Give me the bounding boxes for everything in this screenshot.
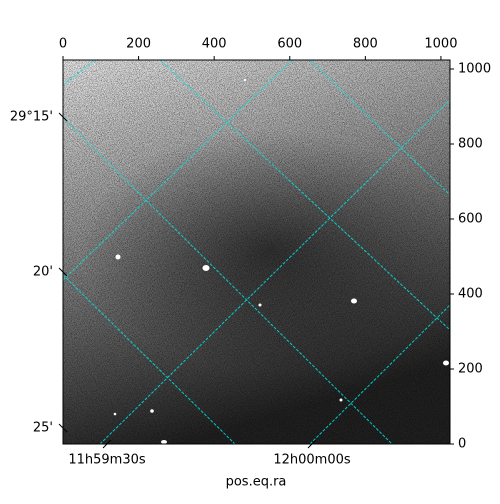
coordinate-grid — [63, 60, 450, 444]
sky-image — [63, 60, 450, 444]
x-tick-label: 200 — [126, 37, 151, 52]
world-x-label: 12h00m00s — [273, 453, 351, 468]
x-tick-label: 600 — [277, 37, 302, 52]
y-tick-label: 800 — [458, 137, 483, 152]
x-tick-label: 800 — [353, 37, 378, 52]
x-axis-label: pos.eq.ra — [226, 475, 287, 490]
stars — [113, 78, 449, 444]
y-tick-label: 600 — [458, 212, 483, 227]
world-x-label: 11h59m30s — [68, 453, 146, 468]
world-y-tick — [58, 112, 68, 122]
x-tick-label: 1000 — [424, 37, 457, 52]
world-y-tick — [58, 423, 68, 433]
world-x-tick — [102, 439, 112, 449]
world-y-label: 25' — [33, 421, 53, 436]
x-tick-label: 400 — [202, 37, 227, 52]
y-tick-label: 0 — [458, 437, 466, 452]
y-tick-label: 200 — [458, 362, 483, 377]
plot-frame — [62, 59, 451, 445]
world-y-label: 20' — [33, 265, 53, 280]
y-tick-label: 1000 — [458, 62, 491, 77]
y-tick-label: 400 — [458, 287, 483, 302]
world-y-label: 29°15' — [10, 110, 53, 125]
x-tick-label: 0 — [59, 37, 67, 52]
world-x-tick — [307, 439, 317, 449]
world-y-tick — [58, 267, 68, 277]
